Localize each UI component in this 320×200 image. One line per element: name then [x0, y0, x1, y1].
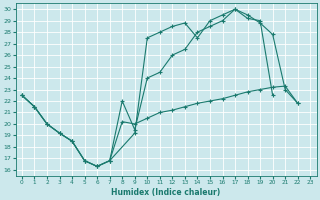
X-axis label: Humidex (Indice chaleur): Humidex (Indice chaleur)	[111, 188, 221, 197]
